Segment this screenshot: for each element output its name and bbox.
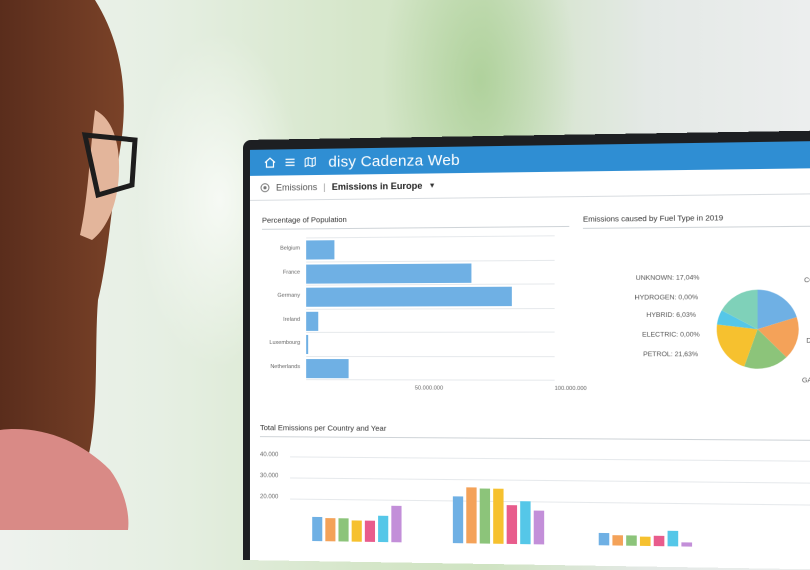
emission-bar[interactable] xyxy=(480,489,490,544)
breadcrumb-parent[interactable]: Emissions xyxy=(276,182,317,193)
emission-bar[interactable] xyxy=(338,519,348,542)
pie-slice-label: COMBUSTION xyxy=(804,277,810,285)
emission-bar[interactable] xyxy=(534,511,544,544)
emission-bar[interactable] xyxy=(312,517,322,541)
population-bar[interactable] xyxy=(306,335,308,354)
map-icon[interactable] xyxy=(304,156,316,168)
x-tick-label: 50.000.000 xyxy=(415,385,443,391)
gridline xyxy=(290,477,810,484)
menu-icon[interactable] xyxy=(284,156,296,168)
bar-category-label: Belgium xyxy=(262,246,300,252)
fuel-panel-title: Emissions caused by Fuel Type in 2019 xyxy=(583,212,810,229)
pie-slice-label: GAS: 17,69% xyxy=(802,377,810,384)
person-photo xyxy=(0,0,190,530)
population-bar[interactable] xyxy=(306,359,349,378)
pie-slice-label: HYBRID: 6,03% xyxy=(646,312,696,319)
location-icon[interactable] xyxy=(260,183,270,193)
emission-bar[interactable] xyxy=(453,496,463,543)
total-panel-title: Total Emissions per Country and Year xyxy=(260,423,810,441)
bar-category-label: Ireland xyxy=(262,316,300,322)
emission-bar[interactable] xyxy=(507,505,517,544)
gridline xyxy=(290,499,810,507)
app-title: disy Cadenza Web xyxy=(328,151,460,170)
emission-bar[interactable] xyxy=(612,535,623,546)
gridline xyxy=(306,379,554,381)
pie-slice-label: ELECTRIC: 0,00% xyxy=(642,331,700,338)
gridline xyxy=(306,332,554,333)
breadcrumb-separator: | xyxy=(323,182,325,192)
population-bar[interactable] xyxy=(306,287,512,307)
emission-bar[interactable] xyxy=(391,506,401,542)
app-screen: disy Cadenza Web Emissions | Emissions i… xyxy=(250,140,810,570)
gridline xyxy=(306,356,554,357)
emission-bar[interactable] xyxy=(668,531,679,546)
gridline xyxy=(306,307,554,309)
y-tick-label: 30.000 xyxy=(260,473,278,479)
bar-category-label: France xyxy=(262,269,300,275)
pie-slice-label: PETROL: 21,63% xyxy=(643,351,698,358)
pie-slice-label: DIESEL: 17,5 xyxy=(806,337,810,344)
gridline xyxy=(306,235,554,238)
x-tick-label: 100.000.000 xyxy=(555,386,587,392)
home-icon[interactable] xyxy=(264,157,276,169)
emission-bar[interactable] xyxy=(654,536,665,546)
breadcrumb-current[interactable]: Emissions in Europe xyxy=(332,181,423,192)
emission-bar[interactable] xyxy=(352,520,362,542)
emission-bar[interactable] xyxy=(599,533,610,545)
population-bar[interactable] xyxy=(306,263,471,283)
bar-category-label: Netherlands xyxy=(262,364,300,370)
emission-bar[interactable] xyxy=(626,536,637,546)
emission-bar[interactable] xyxy=(681,542,692,546)
emission-bar[interactable] xyxy=(378,515,388,542)
population-bar[interactable] xyxy=(306,240,334,259)
population-panel-title: Percentage of Population xyxy=(262,213,569,230)
pie-slice-label: UNKNOWN: 17,04% xyxy=(636,274,700,282)
emission-bar[interactable] xyxy=(640,536,651,546)
emission-bar[interactable] xyxy=(466,488,476,544)
chevron-down-icon[interactable]: ▼ xyxy=(429,182,436,189)
bar-category-label: Germany xyxy=(262,293,300,299)
y-tick-label: 40.000 xyxy=(260,452,278,458)
emission-bar[interactable] xyxy=(365,521,375,542)
emission-bar[interactable] xyxy=(520,501,530,544)
y-tick-label: 20.000 xyxy=(260,494,278,500)
fuel-pie-chart xyxy=(712,285,803,373)
pie-slice-label: HYDROGEN: 0,00% xyxy=(635,294,698,301)
emission-bar[interactable] xyxy=(493,488,503,543)
gridline xyxy=(306,283,554,285)
monitor: disy Cadenza Web Emissions | Emissions i… xyxy=(243,130,810,570)
population-bar[interactable] xyxy=(306,311,318,330)
bar-category-label: Luxembourg xyxy=(262,340,300,346)
gridline xyxy=(306,259,554,262)
gridline xyxy=(290,456,810,462)
